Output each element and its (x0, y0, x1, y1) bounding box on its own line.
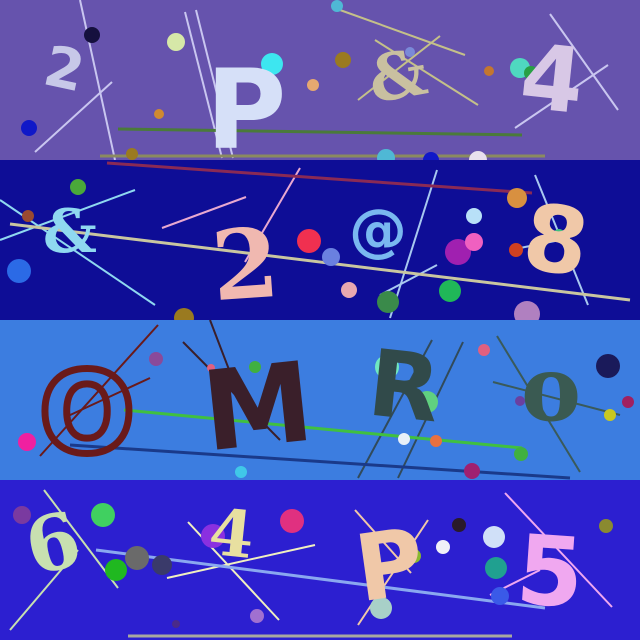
captcha-char: & (363, 35, 433, 119)
row-3-characters: O M R o (36, 330, 581, 483)
captcha-row-2: & 2 @ 8 (0, 160, 640, 328)
row-3-noise-dots (18, 344, 634, 479)
captcha-row-4: 6 4 P 5 (0, 480, 640, 640)
captcha-char: 4 (515, 24, 588, 135)
captcha-char: & (43, 197, 97, 267)
captcha-char: 8 (517, 183, 595, 298)
captcha-row-1: 2 P & 4 (0, 0, 640, 174)
row-2-characters: & 2 @ 8 (43, 183, 595, 323)
captcha-char: 2 (208, 206, 283, 323)
row-3-background (0, 320, 640, 480)
row-3-noise-lines (39, 319, 621, 480)
captcha-char: P (206, 46, 287, 174)
captcha-char: R (364, 330, 446, 444)
captcha-char: @ (349, 196, 407, 264)
captcha-char: P (349, 508, 431, 623)
row-4-noise-lines (9, 489, 613, 638)
row-4-noise-dots (13, 503, 613, 628)
captcha-char: 5 (513, 514, 587, 630)
row-2-noise-lines (0, 161, 631, 319)
captcha-char: O (39, 349, 134, 479)
captcha-char: o (521, 336, 581, 442)
captcha-char: M (197, 338, 319, 477)
captcha-row-3: O M R o (0, 319, 640, 483)
captcha-char: 4 (205, 495, 257, 574)
